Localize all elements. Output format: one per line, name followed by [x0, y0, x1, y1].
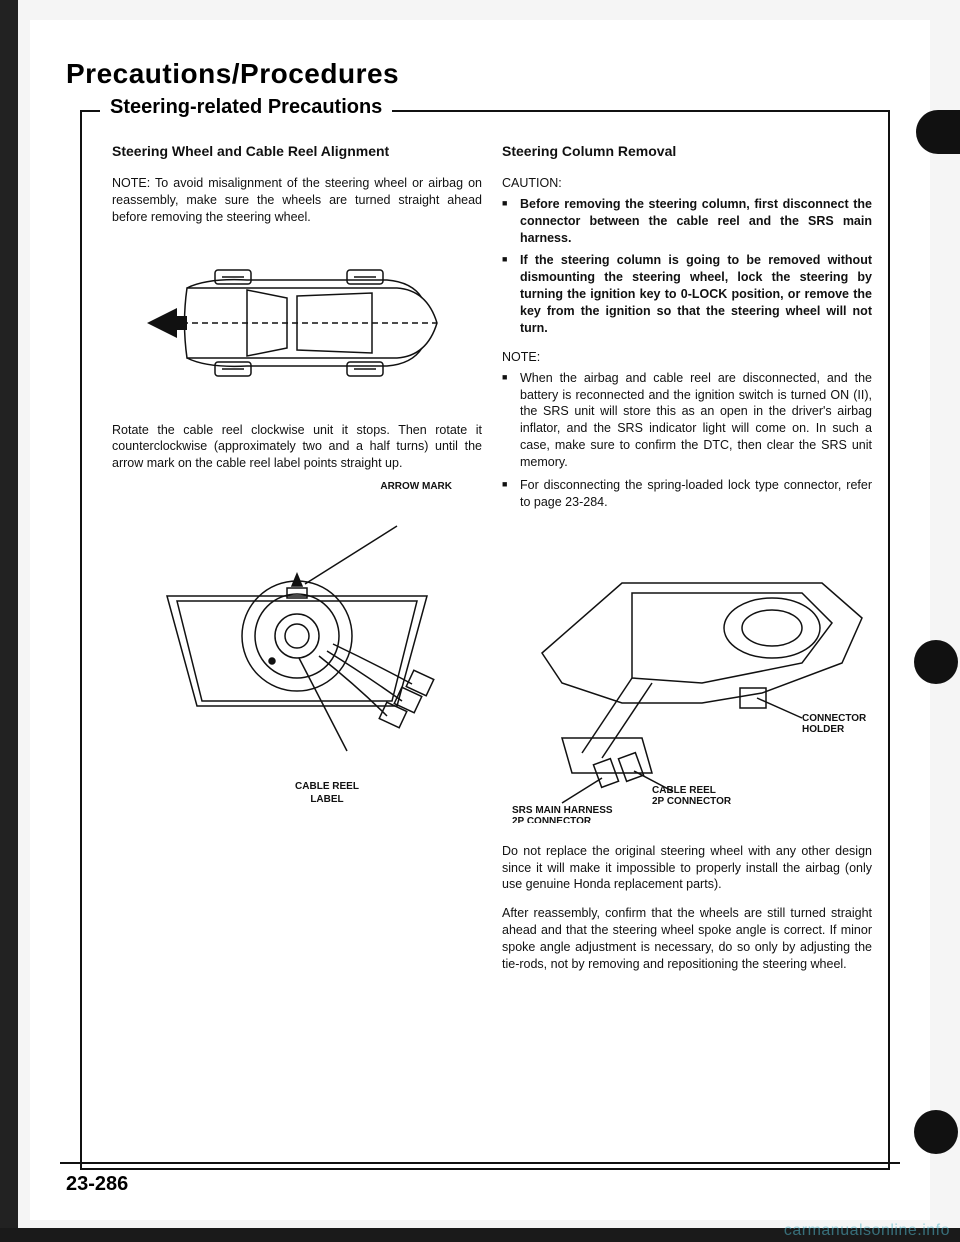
- note-paragraph: NOTE: To avoid misalignment of the steer…: [112, 175, 482, 226]
- caution-item: If the steering column is going to be re…: [502, 252, 872, 336]
- manual-page: Precautions/Procedures Steering-related …: [30, 20, 930, 1220]
- srs-main-label: SRS MAIN HARNESS2P CONNECTOR: [512, 805, 613, 823]
- caution-list: Before removing the steering column, fir…: [502, 196, 872, 337]
- left-column: Steering Wheel and Cable Reel Alignment …: [112, 142, 482, 807]
- note-label: NOTE:: [502, 349, 872, 366]
- right-heading: Steering Column Removal: [502, 142, 872, 161]
- page-number: 23-286: [66, 1173, 128, 1196]
- left-heading: Steering Wheel and Cable Reel Alignment: [112, 142, 482, 161]
- cable-reel-label: CABLE REEL LABEL: [172, 780, 482, 807]
- caution-label: CAUTION:: [502, 175, 872, 192]
- watermark: carmanualsonline.info: [784, 1222, 950, 1240]
- section-frame: Steering-related Precautions Steering Wh…: [80, 110, 890, 1170]
- main-title: Precautions/Procedures: [30, 20, 930, 102]
- figure-car-top-view: [112, 238, 482, 408]
- confirm-paragraph: After reassembly, confirm that the wheel…: [502, 905, 872, 973]
- connector-holder-label: CONNECTORHOLDER: [802, 713, 867, 735]
- rotate-paragraph: Rotate the cable reel clockwise unit it …: [112, 422, 482, 473]
- thumb-tab-icon: [914, 1110, 958, 1154]
- note-item: For disconnecting the spring-loaded lock…: [502, 477, 872, 511]
- figure-cable-reel: [112, 506, 482, 766]
- figure-steering-column: CONNECTORHOLDER CABLE REEL2P CONNECTOR S…: [502, 523, 872, 823]
- note-item: When the airbag and cable reel are disco…: [502, 370, 872, 471]
- section-title: Steering-related Precautions: [100, 96, 392, 119]
- cable-reel-2p-label: CABLE REEL2P CONNECTOR: [652, 785, 732, 807]
- thumb-tab-icon: [916, 110, 960, 154]
- caution-item: Before removing the steering column, fir…: [502, 196, 872, 247]
- note-list: When the airbag and cable reel are disco…: [502, 370, 872, 511]
- right-column: Steering Column Removal CAUTION: Before …: [502, 142, 872, 985]
- thumb-tab-icon: [914, 640, 958, 684]
- footer-rule: [60, 1162, 900, 1164]
- arrow-mark-label: ARROW MARK: [112, 480, 482, 494]
- warn-paragraph: Do not replace the original steering whe…: [502, 843, 872, 894]
